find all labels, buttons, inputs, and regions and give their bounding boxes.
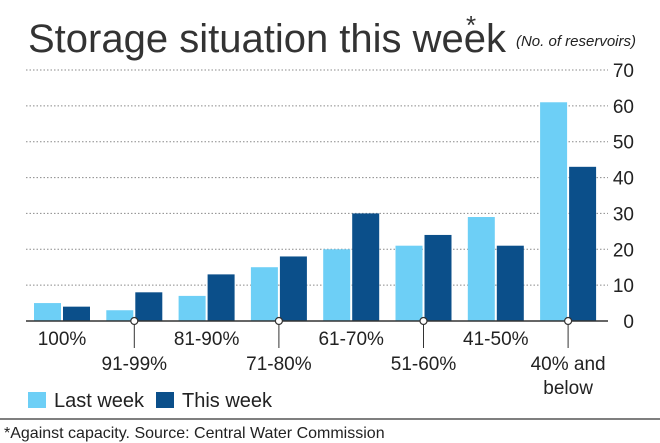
bar-this-week-0 (63, 306, 90, 321)
x-tick-label: 51-60% (391, 354, 457, 375)
bar-last-week-7 (540, 102, 568, 322)
bar-this-week-6 (496, 245, 524, 321)
legend-swatch-this-week (156, 392, 174, 408)
x-tick-marker (563, 316, 573, 326)
x-tick-label: 81-90% (174, 329, 240, 350)
x-tick-label: 100% (38, 329, 87, 350)
x-axis-tick-labels: 100% 91-99% 81-90% 71-80% 61-70% 51-60% 41-50%… (38, 329, 606, 399)
y-tick-label: 0 (623, 312, 634, 333)
bar-this-week-4 (352, 213, 380, 321)
x-tick-marker (419, 316, 428, 326)
bar-this-week-1 (135, 292, 163, 321)
bar-last-week-4 (323, 249, 351, 321)
y-tick-label: 10 (613, 276, 634, 297)
y-axis-tick-labels: 0 10 20 30 40 50 60 70 (613, 61, 634, 333)
chart-title: Storage situation this week (28, 17, 507, 61)
gridlines (26, 69, 608, 286)
y-tick-label: 50 (613, 133, 634, 154)
x-tick-label: 41-50% (463, 329, 529, 350)
bar-this-week-2 (207, 274, 235, 321)
chart-header: Storage situation this week * (No. of re… (28, 10, 636, 61)
y-tick-label: 70 (613, 61, 634, 82)
bar-this-week-5 (424, 234, 452, 321)
bar-last-week-6 (467, 217, 495, 321)
bar-last-week-0 (34, 303, 61, 321)
legend-label-last-week: Last week (54, 390, 145, 412)
legend: Last week This week (28, 390, 273, 412)
bars (34, 102, 597, 322)
bar-last-week-5 (395, 245, 423, 321)
x-tick-label: 71-80% (246, 354, 312, 375)
bar-this-week-3 (279, 256, 307, 321)
legend-swatch-last-week (28, 392, 46, 408)
chart-title-marker: * (466, 10, 476, 40)
x-tick-marker (130, 316, 139, 326)
y-tick-label: 30 (613, 204, 634, 225)
bar-last-week-3 (250, 267, 278, 321)
legend-label-this-week: This week (182, 390, 273, 412)
bar-last-week-1 (106, 310, 134, 321)
y-tick-label: 60 (613, 97, 634, 118)
bar-last-week-2 (178, 295, 206, 321)
y-tick-label: 20 (613, 240, 634, 261)
x-tick-label: 91-99% (102, 354, 168, 375)
x-tick-marker (274, 316, 283, 326)
bar-this-week-7 (569, 166, 597, 321)
footnote: *Against capacity. Source: Central Water… (4, 425, 385, 442)
y-tick-label: 40 (613, 169, 634, 190)
x-tick-label: 40% and below (531, 354, 606, 399)
x-tick-label: 61-70% (318, 329, 384, 350)
unit-note: (No. of reservoirs) (516, 33, 636, 50)
x-axis (26, 316, 608, 348)
